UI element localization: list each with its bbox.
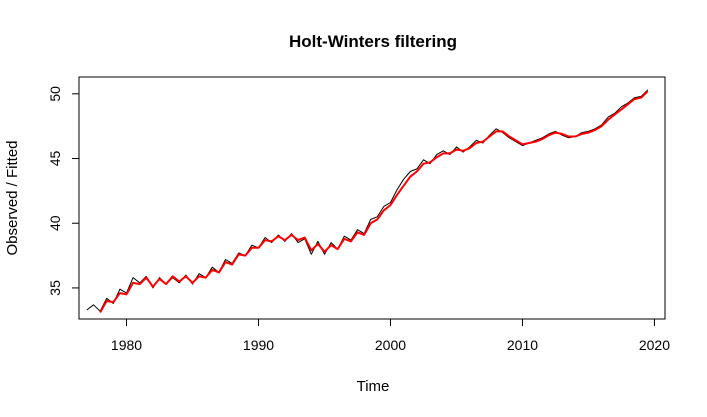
y-tick-label: 40: [47, 215, 63, 231]
y-tick-label: 45: [47, 151, 63, 167]
y-tick-label: 50: [47, 86, 63, 102]
fitted-series-line: [99, 90, 649, 313]
y-axis-label: Observed / Fitted: [4, 140, 21, 255]
chart-title: Holt-Winters filtering: [289, 32, 457, 51]
x-tick-label: 1990: [243, 337, 274, 353]
x-tick-label: 2010: [507, 337, 538, 353]
x-tick-label: 2020: [639, 337, 670, 353]
y-axis: 35 40 45 50: [47, 86, 80, 296]
series-layer: [86, 89, 649, 313]
x-tick-label: 1980: [111, 337, 142, 353]
x-tick-label: 2000: [375, 337, 406, 353]
y-tick-label: 35: [47, 280, 63, 296]
x-axis: 1980 1990 2000 2010 2020: [111, 318, 670, 353]
x-axis-label: Time: [357, 378, 390, 395]
